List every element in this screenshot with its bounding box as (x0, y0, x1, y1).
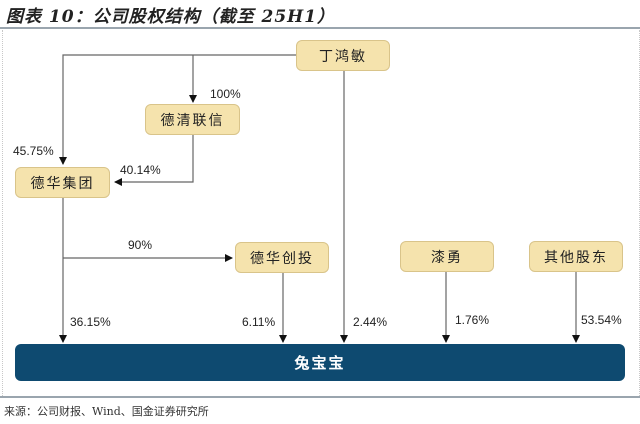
node-dehua-venture: 德华创投 (235, 242, 329, 273)
edge-label-qi-target: 1.76% (455, 313, 490, 327)
node-other-shareholders: 其他股东 (529, 241, 623, 272)
node-dehua-group: 德华集团 (15, 167, 110, 198)
edge-label-group-target: 36.15% (70, 315, 111, 329)
node-tubaobao: 兔宝宝 (15, 344, 625, 381)
title-divider (0, 27, 640, 29)
edge-label-ding-target: 2.44% (353, 315, 388, 329)
figure-title: 图表 10：公司股权结构（截至 25H1） (6, 7, 336, 27)
edge-label-others-target: 53.54% (581, 313, 622, 327)
edge-label-ding-group: 45.75% (13, 144, 54, 158)
edge-label-ding-deqing: 100% (210, 87, 241, 101)
node-qi-yong: 漆勇 (400, 241, 494, 272)
node-deqing-lianxin: 德清联信 (145, 104, 240, 135)
source-note: 来源：公司财报、Wind、国金证券研究所 (4, 405, 209, 418)
node-ding-hongmin: 丁鸿敏 (296, 40, 390, 71)
edge-label-venture-target: 6.11% (242, 315, 276, 329)
source-divider (0, 396, 640, 398)
edge-label-group-venture: 90% (128, 238, 153, 252)
edge-label-deqing-group: 40.14% (120, 163, 161, 177)
